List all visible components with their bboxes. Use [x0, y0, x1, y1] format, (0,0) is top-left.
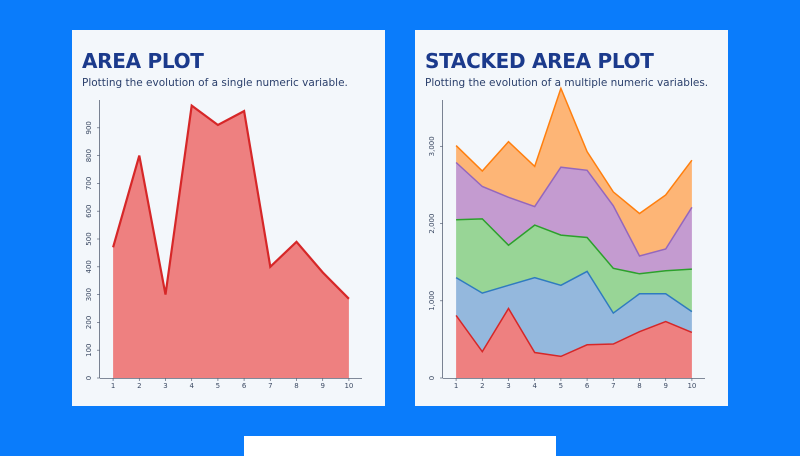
chart1-series-2-line	[456, 218, 692, 275]
bottom-card	[244, 436, 556, 456]
chart1-x-tick-label: 3	[506, 382, 510, 390]
chart0-x-tick-label: 10	[344, 382, 353, 390]
chart1-y-tick-label: 2,000	[428, 214, 436, 234]
chart1-x-tick-label: 10	[687, 382, 696, 390]
stacked-area-plot-subtitle: Plotting the evolution of a multiple num…	[425, 77, 709, 89]
stacked-area-plot-title: STACKED AREA PLOT	[425, 49, 654, 73]
chart1-series-1-area	[456, 271, 692, 357]
chart0-series-0-line	[112, 103, 350, 300]
chart1-x-tick-label: 2	[480, 382, 484, 390]
chart0-y-tick-label: 0	[85, 376, 93, 380]
area-plot-subtitle: Plotting the evolution of a single numer…	[82, 77, 348, 89]
chart1-x-tick-label: 8	[637, 382, 641, 390]
chart1-series-0-area	[456, 308, 692, 378]
chart0-y-tick-label: 300	[85, 288, 93, 301]
chart0-x-tick-label: 7	[268, 382, 272, 390]
chart1-x-tick-label: 9	[663, 382, 667, 390]
chart1-series-3-area	[456, 162, 692, 274]
chart1-x-tick-label: 5	[559, 382, 563, 390]
chart1-series-0-line	[455, 307, 693, 358]
chart0-x-tick-label: 3	[163, 382, 167, 390]
chart0-x-tick-label: 1	[111, 382, 115, 390]
chart1-y-tick-label: 1,000	[428, 291, 436, 311]
stacked-area-plot-card: STACKED AREA PLOT Plotting the evolution…	[415, 30, 728, 406]
chart0-y-tick-label: 100	[85, 344, 93, 357]
chart0-y-tick-label: 900	[85, 121, 93, 134]
stacked-area-plot-chart: 1 2 3 4 5 6 7 8 9 10 0 1,000 2,000 3,000	[428, 86, 705, 390]
chart1-series-3-line	[455, 161, 693, 257]
chart1-series-2-area	[456, 218, 692, 314]
chart0-y-tick-label: 700	[85, 177, 93, 190]
chart0-y-tick-label: 200	[85, 316, 93, 329]
chart0-x-tick-label: 4	[189, 382, 194, 390]
chart0-x-tick-label: 9	[320, 382, 324, 390]
chart1-x-tick-label: 1	[454, 382, 458, 390]
chart1-series-4-line	[455, 86, 693, 215]
chart0-x-tick-label: 8	[294, 382, 298, 390]
chart1-x-tick-label: 4	[532, 382, 537, 390]
chart0-x-tick-label: 5	[216, 382, 220, 390]
chart0-y-tick-label: 400	[85, 260, 93, 273]
chart0-y-tick-label: 500	[85, 232, 93, 245]
chart0-y-tick-label: 800	[85, 149, 93, 162]
chart1-x-tick-label: 6	[585, 382, 590, 390]
area-plot-title: AREA PLOT	[82, 49, 204, 73]
chart1-series-1-line	[455, 270, 693, 315]
chart0-series-0-area	[113, 105, 349, 378]
chart1-y-tick-label: 0	[428, 376, 436, 380]
chart0-y-tick-label: 600	[85, 205, 93, 218]
chart0-x-tick-label: 2	[137, 382, 141, 390]
chart0-x-tick-label: 6	[242, 382, 247, 390]
area-plot-card: AREA PLOT Plotting the evolution of a si…	[72, 30, 385, 406]
chart1-series-4-area	[456, 88, 692, 257]
chart1-y-tick-label: 3,000	[428, 136, 436, 156]
chart1-x-tick-label: 7	[611, 382, 615, 390]
